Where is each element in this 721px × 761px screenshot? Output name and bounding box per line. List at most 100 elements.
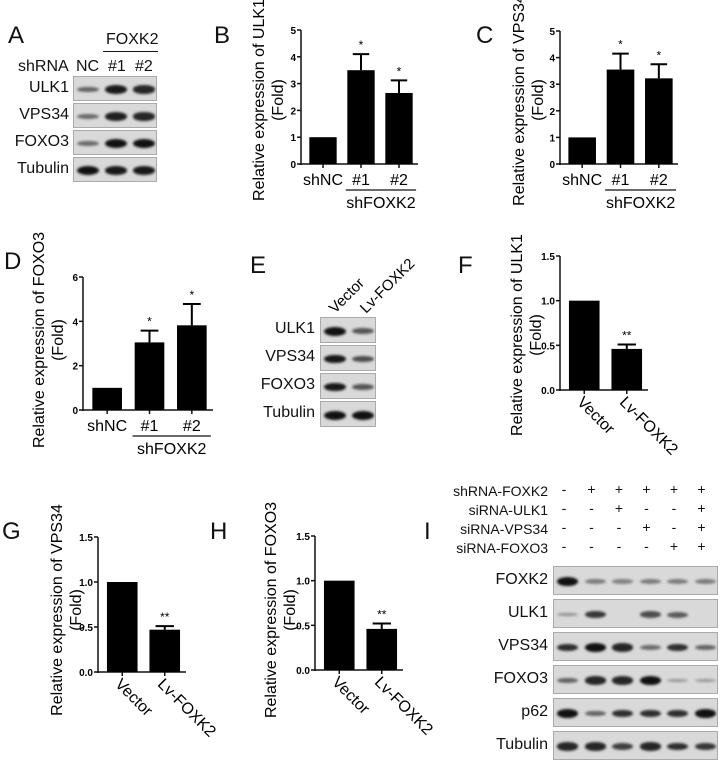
y-tick-label: 2 [290, 106, 296, 117]
y-axis-label: Relative expression of FOXO3 [31, 232, 48, 448]
minus-sign: - [644, 500, 649, 516]
panel-letter-a: A [8, 22, 25, 49]
blot-row-label: ULK1 [507, 603, 548, 621]
x-category-label: #2 [650, 172, 668, 189]
blot-band [352, 410, 374, 420]
panel-letter-b: B [214, 22, 231, 49]
plus-sign: + [614, 481, 624, 497]
x-category-label: shNC [87, 418, 127, 435]
blot-band [639, 742, 661, 751]
blot-band [612, 579, 634, 584]
bar [611, 348, 643, 390]
blot-strip [553, 566, 718, 595]
blot-band [557, 677, 579, 684]
panel-a-lane-2: #1 [108, 58, 126, 75]
bar [347, 70, 375, 164]
y-tick-label: 1.0 [296, 577, 310, 588]
blot-band [105, 85, 127, 94]
blot-band [639, 611, 661, 618]
blot-row-label: Tubulin [496, 735, 548, 753]
blot-row-label: FOXO3 [14, 132, 69, 150]
blot-band [639, 579, 661, 584]
y-axis-label-unit: (Fold) [68, 589, 85, 631]
blot-band [324, 354, 346, 364]
bar [134, 342, 165, 410]
blot-band [133, 166, 155, 175]
panel-h-bar-chart: 0.0 0.5 1.0 1.5 Vector ** Lv-FOXK2 Relative exp… [263, 502, 436, 739]
x-category-label: Lv-FOXK2 [616, 394, 681, 459]
plus-sign: + [587, 481, 596, 497]
bar [645, 78, 673, 164]
panel-a-row-header: shRNA [18, 58, 69, 75]
blot-band [77, 113, 99, 120]
y-axis-label: Relative expression of VPS34 [511, 0, 528, 206]
y-tick-label: 6 [72, 273, 78, 284]
minus-sign: - [616, 538, 622, 554]
blot-strip [73, 103, 157, 128]
y-axis-label: Relative expression of FOXO3 [263, 502, 280, 718]
blot-band [584, 643, 606, 652]
blot-row-label: Tubulin [263, 404, 315, 421]
blot-band [557, 577, 579, 586]
plus-sign: + [697, 500, 706, 516]
blot-strip [320, 345, 376, 371]
y-tick-label: 3 [549, 80, 555, 91]
significance-marker: * [656, 48, 661, 62]
panel-b-bar-chart: 0 1 2 3 4 5 shNC * #1 * #2 shFOXK2 Relative expressi… [251, 0, 418, 212]
minus-sign: - [561, 481, 567, 497]
blot-strip [320, 401, 376, 427]
bar [106, 582, 138, 672]
bar [149, 629, 181, 672]
y-tick-label: 1.0 [79, 578, 93, 589]
plus-sign: + [614, 500, 624, 516]
y-tick-label: 0.0 [296, 666, 310, 677]
condition-label: shRNA-FOXK2 [453, 483, 548, 499]
panel-letter-i: I [424, 518, 431, 545]
panel-a-lane-1: NC [76, 58, 100, 75]
panel-letter-d: D [4, 248, 22, 275]
blot-row-label: VPS34 [265, 348, 315, 365]
x-category-label: shNC [303, 172, 343, 189]
y-axis-label-unit: (Fold) [50, 319, 67, 361]
bar [177, 325, 207, 410]
y-tick-label: 5 [290, 26, 296, 37]
x-group-label: shFOXK2 [606, 195, 675, 212]
significance-marker: ** [377, 608, 387, 622]
blot-strip [320, 317, 376, 343]
panel-a-group-label: FOXK2 [106, 31, 159, 48]
y-axis-label: Relative expression of ULK1 [509, 234, 526, 436]
x-category-label: #2 [183, 418, 201, 435]
y-tick-label: 3 [290, 80, 296, 91]
plus-sign: + [697, 519, 706, 535]
blot-strip [553, 698, 718, 727]
minus-sign: - [561, 500, 567, 516]
minus-sign: - [561, 538, 567, 554]
significance-marker: * [359, 38, 364, 52]
y-tick-label: 0.5 [296, 621, 310, 632]
blot-band [612, 676, 634, 685]
blot-row-label: p62 [521, 702, 548, 720]
blot-band [667, 709, 689, 718]
blot-band [324, 410, 346, 420]
y-tick-label: 2 [72, 362, 78, 373]
blot-row-label: FOXK2 [495, 570, 548, 588]
blot-row-label: ULK1 [28, 78, 69, 96]
blot-band [584, 710, 606, 717]
blot-band [105, 112, 127, 121]
blot-band [694, 644, 716, 651]
bar [606, 69, 635, 164]
blot-strip [553, 632, 718, 661]
y-tick-label: 0.0 [541, 386, 555, 397]
x-category-label: Lv-FOXK2 [154, 676, 219, 741]
blot-band [694, 678, 716, 683]
blot-band [77, 140, 99, 147]
blot-band [667, 611, 689, 618]
minus-sign: - [589, 538, 594, 554]
minus-sign: - [644, 538, 649, 554]
blot-band [584, 742, 606, 751]
blot-band [667, 643, 689, 652]
panel-a-group-line [103, 51, 158, 52]
blot-band [133, 85, 155, 94]
blot-band [639, 676, 661, 685]
y-tick-label: 0.5 [79, 623, 93, 634]
